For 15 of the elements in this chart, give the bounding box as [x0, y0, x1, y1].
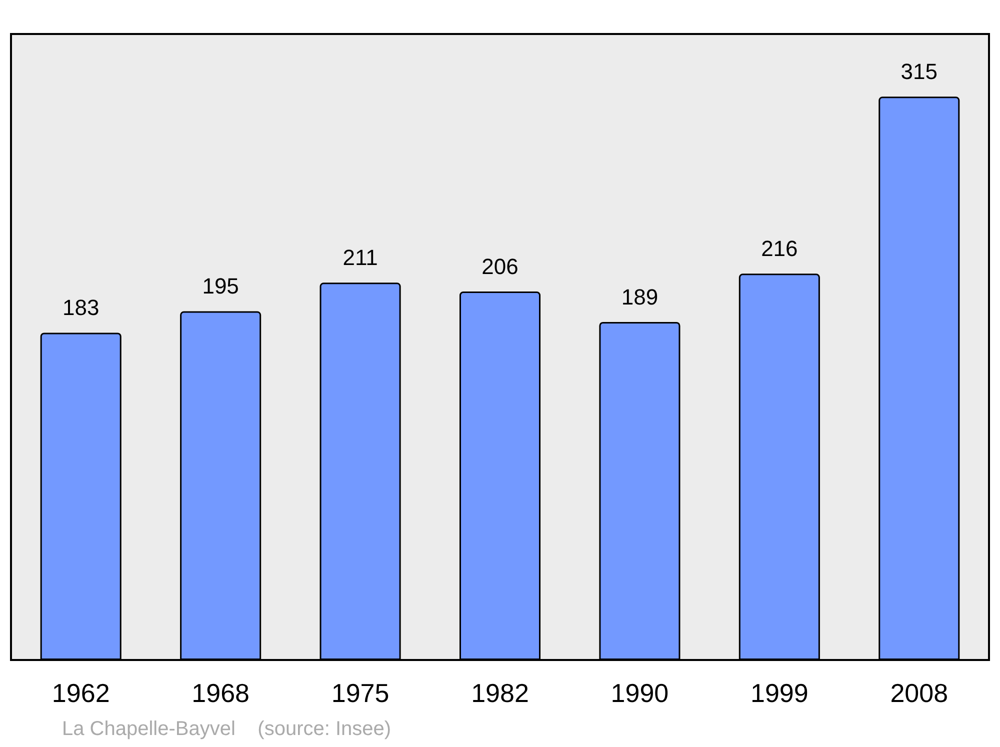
text: La Chapelle-Bayvel (source: Insee)	[62, 718, 392, 740]
x-tick-label: 1975	[331, 678, 390, 708]
x-tick-label: 1982	[471, 678, 529, 708]
x-tick-label: 2008	[890, 678, 948, 708]
data-label: 195	[202, 274, 239, 299]
x-tick-label: 1999	[750, 678, 808, 708]
data-label: 183	[62, 295, 100, 320]
data-label: 206	[482, 254, 518, 280]
data-label: 315	[900, 59, 938, 84]
x-tick-label: 1968	[192, 678, 250, 708]
data-label: 189	[621, 284, 658, 310]
x-tick-label: 1962	[52, 678, 110, 708]
x-tick-label: 1990	[610, 678, 669, 708]
data-label: 211	[342, 245, 378, 270]
data-label: 216	[761, 236, 798, 262]
